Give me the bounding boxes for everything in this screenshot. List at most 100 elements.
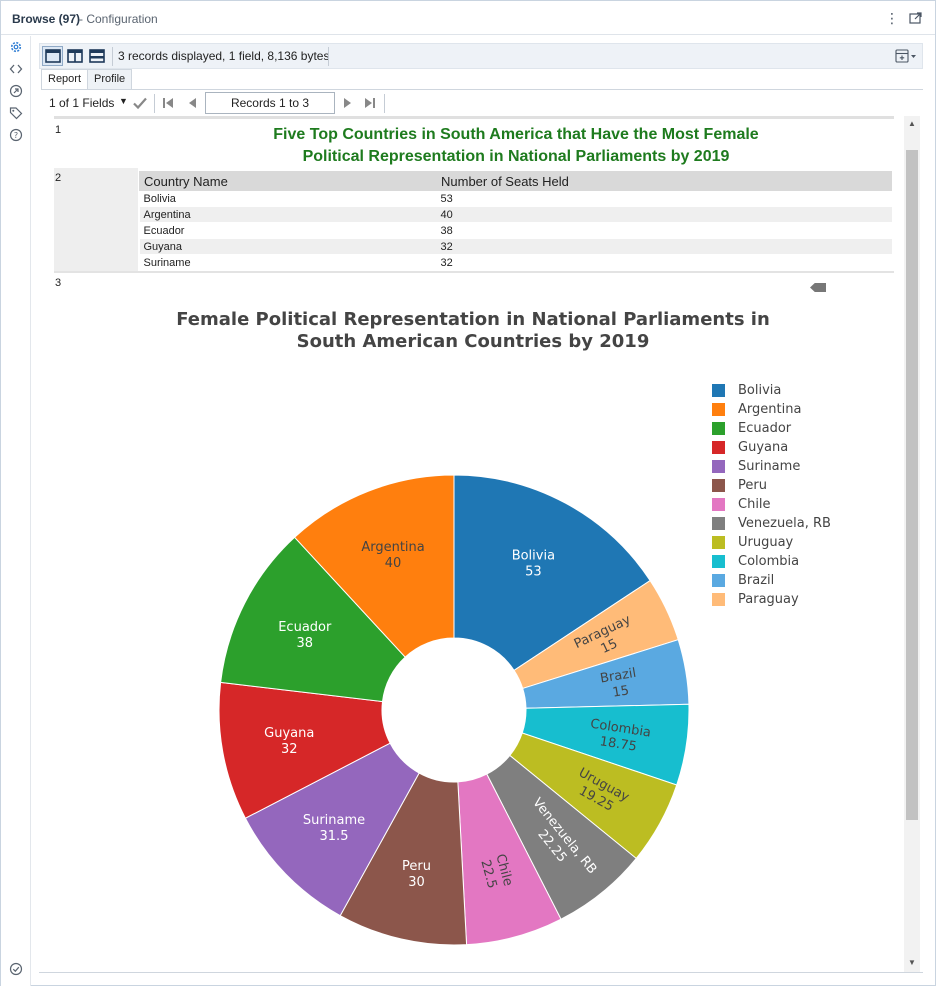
vertical-scrollbar[interactable]: ▲ ▼ <box>904 116 920 972</box>
legend-swatch <box>712 554 725 568</box>
chevron-down-icon[interactable]: ▼ <box>119 96 128 106</box>
pie-slice[interactable] <box>220 536 406 703</box>
slice-value-label: 31.5 <box>320 829 349 844</box>
toolbar-divider <box>112 47 113 66</box>
scroll-up-icon[interactable]: ▲ <box>908 119 916 128</box>
legend-item[interactable]: Ecuador <box>712 420 791 436</box>
records-status: 3 records displayed, 1 field, 8,136 byte… <box>118 49 330 63</box>
browse-toolbar: 3 records displayed, 1 field, 8,136 byte… <box>39 43 923 69</box>
slice-value-label: 18.75 <box>599 734 638 754</box>
legend-label: Guyana <box>738 439 789 455</box>
table-cell: 40 <box>436 206 892 223</box>
legend-item[interactable]: Venezuela, RB <box>712 515 831 531</box>
row-divider <box>54 271 894 273</box>
table-cell: 53 <box>436 190 892 207</box>
slice-value-label: 38 <box>297 636 314 651</box>
table-cell: Ecuador <box>139 222 437 239</box>
slice-name-label: Suriname <box>303 813 365 828</box>
legend-item[interactable]: Uruguay <box>712 534 793 550</box>
table-cell: Suriname <box>139 254 437 271</box>
seats-table: Country Name Number of Seats Held Bolivi… <box>139 171 892 271</box>
report-title: Five Top Countries in South America that… <box>141 124 891 168</box>
first-record-icon[interactable] <box>160 95 176 111</box>
legend-label: Brazil <box>738 572 775 588</box>
slice-value-label: 30 <box>408 875 425 890</box>
legend-label: Ecuador <box>738 420 792 436</box>
previous-record-icon[interactable] <box>184 95 200 111</box>
table-cell: 38 <box>436 222 892 239</box>
split-vertical-icon[interactable] <box>64 46 85 66</box>
record-navigation-bar: 1 of 1 Fields ▼ Records 1 to 3 <box>41 89 923 116</box>
slice-name-label: Ecuador <box>278 620 332 635</box>
connection-icon[interactable] <box>9 84 23 98</box>
legend-swatch <box>712 573 725 587</box>
legend-swatch <box>712 592 725 606</box>
legend-item[interactable]: Guyana <box>712 439 788 455</box>
pie-slice[interactable] <box>293 474 455 658</box>
navbar-divider <box>154 94 155 113</box>
legend-item[interactable]: Peru <box>712 477 767 493</box>
tag-marker-icon <box>810 283 826 292</box>
next-record-icon[interactable] <box>340 95 356 111</box>
row-number: 2 <box>55 172 62 184</box>
chart-title-line: South American Countries by 2019 <box>296 331 650 352</box>
legend-item[interactable]: Colombia <box>712 553 799 569</box>
legend-swatch <box>712 402 725 416</box>
report-viewport: 1 Five Top Countries in South America th… <box>41 116 905 972</box>
legend-label: Suriname <box>738 458 801 474</box>
table-cell: 32 <box>436 254 892 271</box>
legend-label: Bolivia <box>738 382 782 398</box>
legend-swatch <box>712 535 725 549</box>
split-horizontal-icon[interactable] <box>86 46 107 66</box>
scroll-down-icon[interactable]: ▼ <box>908 958 916 967</box>
pie-slice[interactable] <box>453 474 651 672</box>
legend-item[interactable]: Chile <box>712 496 771 512</box>
legend-item[interactable]: Suriname <box>712 458 800 474</box>
pie-slice[interactable] <box>244 742 420 917</box>
slice-value-label: 53 <box>525 565 542 580</box>
table-row: Argentina 40 <box>139 206 892 223</box>
svg-text:?: ? <box>14 131 18 140</box>
pie-slice[interactable] <box>339 772 468 946</box>
help-icon[interactable]: ? <box>9 128 23 142</box>
slice-value-label: 40 <box>385 556 402 571</box>
layout-menu-icon[interactable] <box>894 47 918 65</box>
check-circle-icon[interactable] <box>9 962 23 976</box>
chart-title: Female Political Representation in Natio… <box>41 309 905 353</box>
slice-name-label: Peru <box>402 859 431 874</box>
legend-item[interactable]: Brazil <box>712 572 774 588</box>
slice-name-label: Guyana <box>264 726 314 741</box>
report-title-line: Political Representation in National Par… <box>302 148 730 165</box>
table-row: Ecuador 38 <box>139 222 892 239</box>
fields-selector[interactable]: 1 of 1 Fields <box>49 96 115 110</box>
tag-icon[interactable] <box>9 106 23 120</box>
legend-item[interactable]: Bolivia <box>712 382 781 398</box>
navbar-divider <box>384 94 385 113</box>
single-view-icon[interactable] <box>42 46 63 66</box>
table-cell: Bolivia <box>139 190 437 207</box>
tab-profile[interactable]: Profile <box>87 69 133 90</box>
row-number: 3 <box>55 277 62 289</box>
slice-value-label: 15 <box>611 683 630 701</box>
legend-item[interactable]: Argentina <box>712 401 801 417</box>
undock-icon[interactable] <box>907 10 923 26</box>
checkmark-icon[interactable] <box>132 95 148 111</box>
donut-svg: Bolivia53Paraguay15Brazil15Colombia18.75… <box>218 474 690 946</box>
scrollbar-thumb[interactable] <box>906 150 918 820</box>
column-header: Number of Seats Held <box>436 171 892 191</box>
table-row: Guyana 32 <box>139 238 892 255</box>
code-icon[interactable] <box>9 62 23 76</box>
more-options-icon[interactable]: ⋮ <box>885 10 899 26</box>
records-range-field[interactable]: Records 1 to 3 <box>205 92 335 114</box>
gear-icon[interactable] <box>9 40 23 54</box>
legend-item[interactable]: Paraguay <box>712 591 799 607</box>
window-title: Browse (97) <box>12 12 81 26</box>
last-record-icon[interactable] <box>362 95 378 111</box>
slice-name-label: Bolivia <box>512 549 555 564</box>
tab-report[interactable]: Report <box>41 69 89 91</box>
